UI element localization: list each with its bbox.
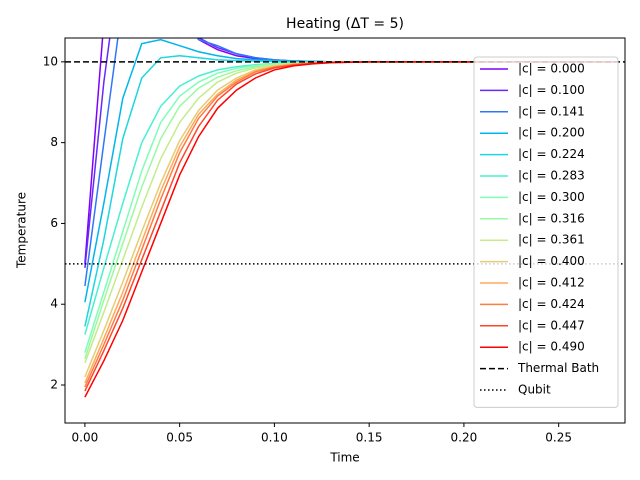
legend-label: |c| = 0.400	[518, 254, 585, 268]
legend-label: |c| = 0.424	[518, 297, 585, 311]
legend-label: |c| = 0.283	[518, 169, 585, 183]
plot-frame	[64, 37, 626, 424]
y-tick-label: 10	[43, 54, 58, 68]
legend-label: |c| = 0.224	[518, 147, 585, 161]
legend: |c| = 0.000 |c| = 0.100 |c| = 0.141 |c| = 0…	[473, 56, 619, 408]
y-tick-label: 2	[50, 378, 58, 392]
y-tick-label: 4	[50, 297, 58, 311]
legend-label: Thermal Bath	[517, 361, 599, 375]
x-tick-label: 0.15	[356, 431, 383, 445]
legend-label: |c| = 0.141	[518, 104, 585, 118]
legend-label: |c| = 0.412	[518, 276, 585, 290]
legend-frame	[473, 56, 619, 408]
legend-label: |c| = 0.000	[518, 62, 585, 76]
chart-title: Heating (ΔT = 5)	[286, 16, 404, 32]
legend-label: |c| = 0.200	[518, 126, 585, 140]
y-tick-label: 8	[50, 135, 58, 149]
legend-label: |c| = 0.490	[518, 340, 585, 354]
legend-label: |c| = 0.300	[518, 190, 585, 204]
x-tick-label: 0.10	[261, 431, 288, 445]
legend-label: Qubit	[518, 383, 551, 397]
legend-label: |c| = 0.447	[518, 318, 585, 332]
legend-label: |c| = 0.100	[518, 83, 585, 97]
legend-label: |c| = 0.361	[518, 233, 585, 247]
x-tick-label: 0.05	[166, 431, 193, 445]
y-tick-label: 6	[50, 216, 58, 230]
legend-label: |c| = 0.316	[518, 211, 585, 225]
x-axis-label: Time	[329, 451, 359, 465]
y-axis-label: Temperature	[15, 192, 29, 269]
x-tick-label: 0.25	[545, 431, 572, 445]
x-tick-label: 0.20	[451, 431, 478, 445]
plot-area	[65, 38, 625, 398]
x-tick-label: 0.00	[72, 431, 99, 445]
